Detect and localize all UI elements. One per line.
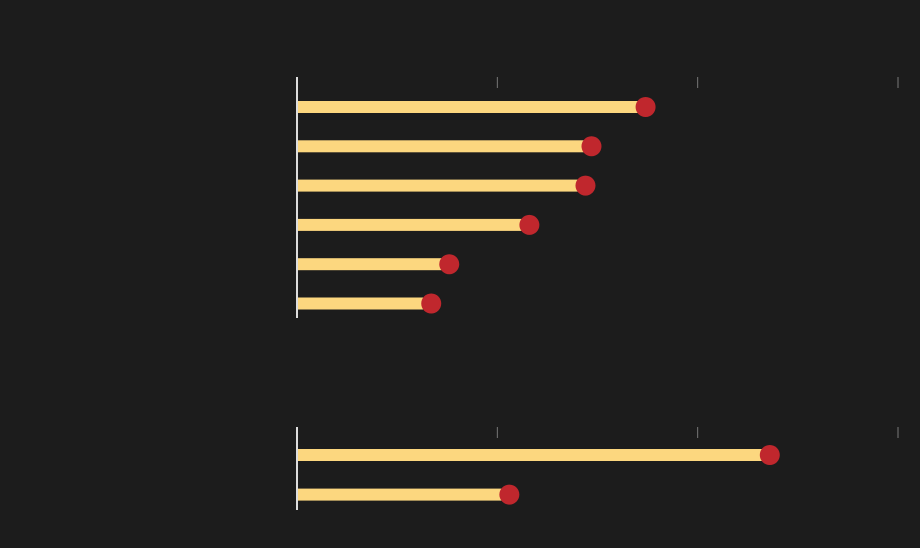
dot [439,254,460,275]
bar [297,218,530,231]
bar [297,449,770,461]
dot [759,445,780,465]
bar [297,488,510,501]
dot [581,136,602,157]
bar [297,179,586,192]
dot [519,214,540,235]
bar [297,258,450,271]
bar [297,297,432,310]
bar [297,101,646,113]
dot [635,97,656,117]
dot [499,484,520,505]
bar [297,140,592,153]
dot [421,293,442,314]
dot [575,175,596,196]
